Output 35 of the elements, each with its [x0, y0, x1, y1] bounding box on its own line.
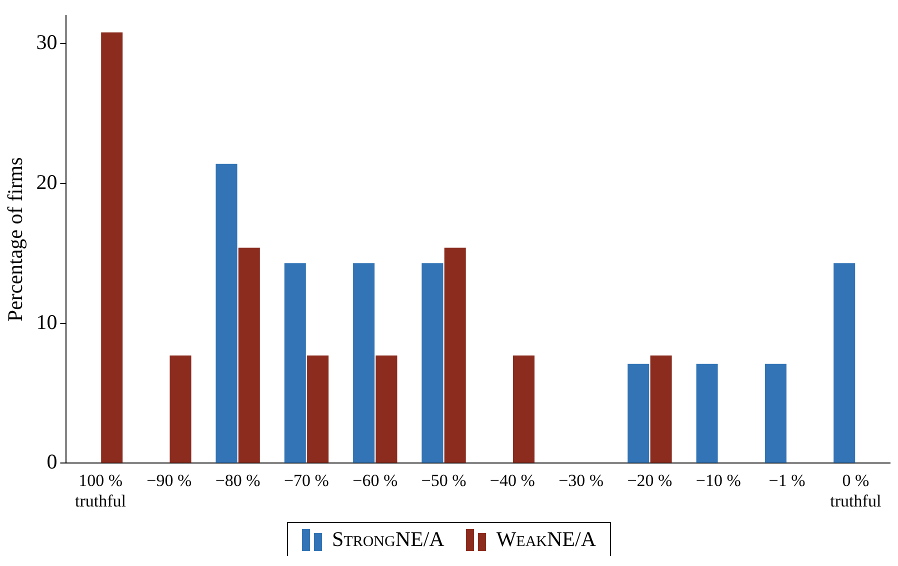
bar [353, 263, 375, 463]
x-tick-label: −90 % [146, 470, 192, 490]
legend-label: StrongNE/A [332, 527, 444, 552]
x-tick-label: 0 % truthful [830, 470, 882, 510]
y-axis-title: Percentage of firms [3, 157, 28, 322]
bar [101, 32, 123, 463]
bar [834, 263, 856, 463]
x-tick-label: −70 % [284, 470, 329, 490]
y-tick-label: 10 [36, 310, 58, 334]
x-tick-label: −20 % [627, 470, 672, 490]
bar [628, 364, 650, 463]
bar [444, 248, 466, 463]
bar [764, 364, 786, 463]
bar [376, 355, 398, 463]
bar [650, 355, 672, 463]
x-tick-label: −40 % [490, 470, 535, 490]
y-tick-label: 0 [46, 450, 58, 474]
bar [284, 263, 306, 463]
legend-label: WeakNE/A [496, 527, 596, 552]
x-tick-label: −10 % [696, 470, 741, 490]
x-tick-label: −60 % [352, 470, 398, 490]
y-tick-label: 20 [36, 170, 58, 194]
x-tick-label: −50 % [421, 470, 466, 490]
x-tick-label: −1 % [768, 470, 806, 490]
x-tick-label: 100 % truthful [75, 470, 126, 510]
bar [696, 364, 718, 463]
x-tick-label: −80 % [215, 470, 260, 490]
y-tick-label: 30 [36, 30, 58, 54]
bar [170, 355, 192, 463]
bar [238, 248, 260, 463]
bar [216, 164, 238, 463]
bar [422, 263, 444, 463]
bar [512, 355, 535, 463]
x-tick-label: −30 % [558, 470, 604, 490]
bar [307, 355, 329, 463]
